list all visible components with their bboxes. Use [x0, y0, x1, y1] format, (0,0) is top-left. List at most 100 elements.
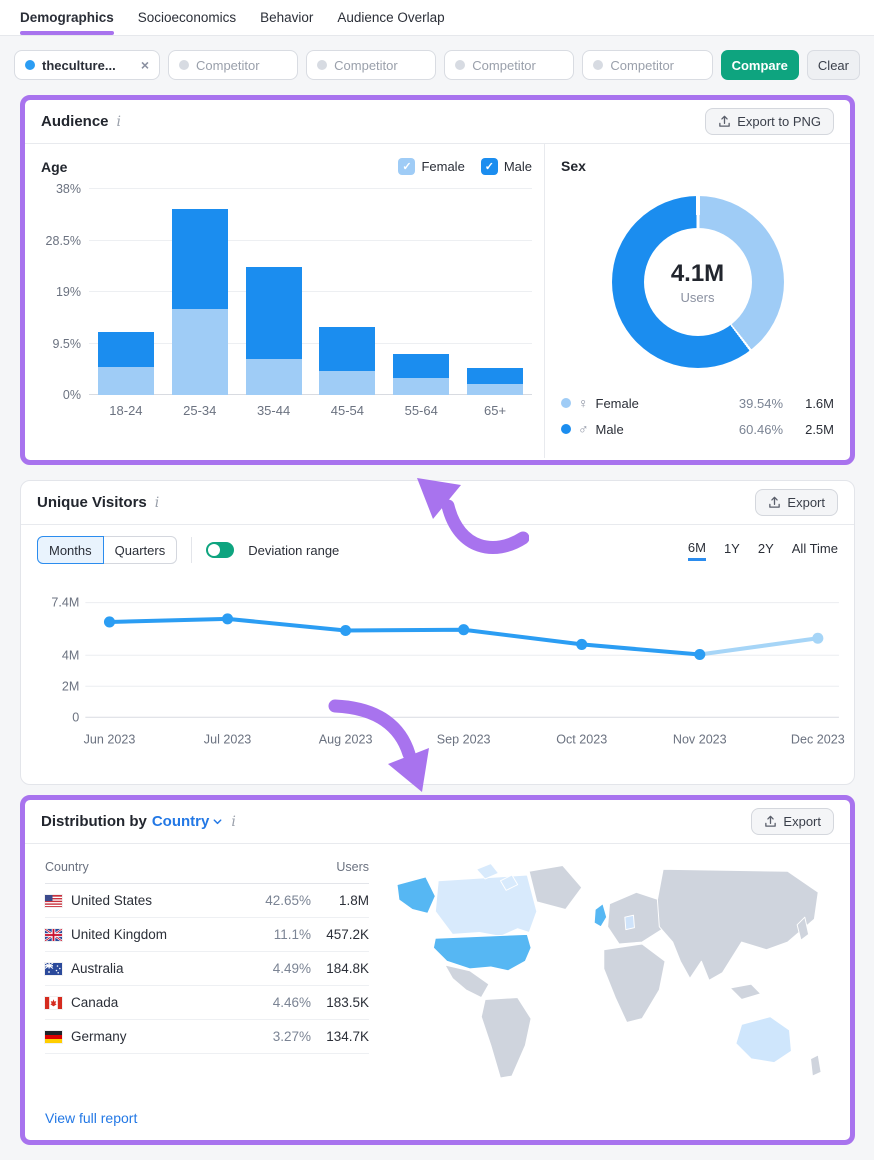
country-table: Country Users United States 42.65% 1.8M Uni…	[25, 844, 377, 1127]
male-segment	[319, 327, 376, 372]
gridline	[89, 291, 532, 292]
age-bar-65+[interactable]	[467, 189, 524, 395]
age-bar-45-54[interactable]	[319, 189, 376, 395]
sex-legend: ♀ Female 39.54% 1.6M ♂ Male 60.46% 2.5M	[561, 390, 834, 442]
competitor-dot-icon	[317, 60, 328, 70]
country-row-au[interactable]: Australia 4.49% 184.8K	[45, 952, 369, 986]
tab-socioeconomics[interactable]: Socioeconomics	[137, 10, 237, 25]
legend-female[interactable]: ✓ Female	[398, 158, 465, 175]
visitors-line-chart[interactable]: 0 2M 4M 7.4M Jun 2023 Jul 2023 Aug 2023 Sep 202…	[21, 575, 854, 770]
country-users: 134.7K	[326, 1029, 369, 1044]
male-checkbox[interactable]: ✓	[480, 158, 498, 175]
female-checkbox[interactable]: ✓	[398, 158, 416, 175]
tab-demographics[interactable]: Demographics	[20, 0, 114, 36]
close-icon[interactable]: ×	[140, 57, 149, 73]
col-users: Users	[336, 860, 369, 874]
tab-audience-overlap[interactable]: Audience Overlap	[337, 10, 445, 25]
range-all-time[interactable]: All Time	[791, 541, 838, 556]
export-label: Export	[787, 495, 825, 510]
country-row-de[interactable]: Germany 3.27% 134.7K	[45, 1020, 369, 1054]
age-x-label: 55-64	[404, 403, 438, 418]
sex-name: Male	[595, 421, 624, 437]
export-icon	[769, 496, 781, 508]
gridline	[89, 342, 532, 344]
total-users-value: 4.1M	[670, 259, 725, 287]
male-symbol-icon: ♂	[578, 421, 589, 437]
country-users: 1.8M	[338, 893, 369, 908]
visitors-point-Sep 2023	[458, 624, 470, 636]
gridline	[89, 188, 532, 189]
bar-slot	[384, 189, 458, 395]
quarters-button[interactable]: Quarters	[102, 536, 178, 564]
flag-icon-us	[45, 894, 62, 907]
female-segment	[171, 308, 228, 395]
competitor-placeholder: Competitor	[472, 57, 536, 73]
map-south-america	[480, 997, 532, 1079]
clear-button[interactable]: Clear	[806, 50, 860, 80]
svg-text:7.4M: 7.4M	[51, 596, 79, 610]
competitor-input-1[interactable]: Competitor	[168, 50, 299, 80]
flag-icon-au	[45, 962, 62, 975]
competitor-input-2[interactable]: Competitor	[306, 50, 437, 80]
svg-text:Dec 2023: Dec 2023	[791, 732, 845, 746]
export-button[interactable]: Export	[755, 489, 838, 516]
age-bar-55-64[interactable]	[393, 189, 450, 395]
export-to-png-label: Export to PNG	[737, 114, 821, 129]
sex-legend-female[interactable]: ♀ Female 39.54% 1.6M	[561, 390, 834, 416]
sex-legend-male[interactable]: ♂ Male 60.46% 2.5M	[561, 416, 834, 442]
country-name: Canada	[71, 995, 119, 1010]
export-label: Export	[783, 814, 821, 829]
age-bar-35-44[interactable]	[245, 189, 302, 395]
competitor-input-4[interactable]: Competitor	[582, 50, 713, 80]
col-country: Country	[45, 860, 89, 874]
compare-button[interactable]: Compare	[720, 50, 799, 80]
country-name: Australia	[71, 961, 124, 976]
domain-chip[interactable]: theculture... ×	[14, 50, 160, 80]
time-range-selector: 6M 1Y 2Y All Time	[687, 540, 838, 561]
sex-donut-chart[interactable]: 4.1M Users	[611, 196, 784, 368]
range-2y[interactable]: 2Y	[757, 541, 774, 556]
country-selector[interactable]: Country	[152, 813, 224, 830]
bar-slot	[310, 189, 384, 395]
age-bar-plot	[89, 188, 532, 395]
country-row-gb[interactable]: United Kingdom 11.1% 457.2K	[45, 918, 369, 952]
competitor-input-3[interactable]: Competitor	[444, 50, 575, 80]
female-symbol-icon: ♀	[578, 395, 589, 411]
range-1y[interactable]: 1Y	[723, 541, 740, 556]
svg-text:0: 0	[72, 710, 79, 724]
toggle-knob	[208, 544, 221, 556]
view-full-report-link[interactable]: View full report	[45, 1110, 138, 1126]
tab-behavior[interactable]: Behavior	[260, 10, 314, 25]
sex-percent: 60.46%	[738, 421, 783, 437]
distribution-title: Distribution by	[41, 813, 147, 830]
female-segment	[319, 371, 376, 395]
age-bar-25-34[interactable]	[171, 189, 228, 395]
male-label: Male	[503, 159, 532, 174]
sex-users: 2.5M	[805, 421, 834, 437]
male-segment	[245, 266, 302, 359]
country-row-us[interactable]: United States 42.65% 1.8M	[45, 884, 369, 918]
distribution-card: Distribution by Country i Export Country…	[20, 795, 855, 1145]
world-map[interactable]	[377, 844, 850, 1127]
comparison-bar: theculture... × Competitor Competitor Co…	[14, 50, 860, 80]
age-bar-18-24[interactable]	[97, 189, 154, 395]
map-asia	[656, 868, 819, 981]
info-icon[interactable]: i	[231, 813, 236, 830]
country-users: 457.2K	[326, 927, 369, 942]
info-icon[interactable]: i	[116, 113, 121, 130]
competitor-dot-icon	[593, 60, 604, 70]
bar-slot	[163, 189, 237, 395]
gridline	[89, 394, 532, 395]
audience-card: Audience i Export to PNG Age ✓ Female	[20, 95, 855, 465]
info-icon[interactable]: i	[154, 494, 160, 511]
country-row-ca[interactable]: Canada 4.46% 183.5K	[45, 986, 369, 1020]
bar-slot	[89, 189, 163, 395]
export-to-png-button[interactable]: Export to PNG	[705, 108, 834, 135]
export-button[interactable]: Export	[751, 808, 834, 835]
legend-male[interactable]: ✓ Male	[480, 158, 532, 175]
deviation-range-toggle[interactable]	[206, 542, 235, 558]
country-users: 184.8K	[326, 961, 369, 976]
range-6m[interactable]: 6M	[687, 540, 706, 561]
months-button[interactable]: Months	[37, 536, 104, 564]
